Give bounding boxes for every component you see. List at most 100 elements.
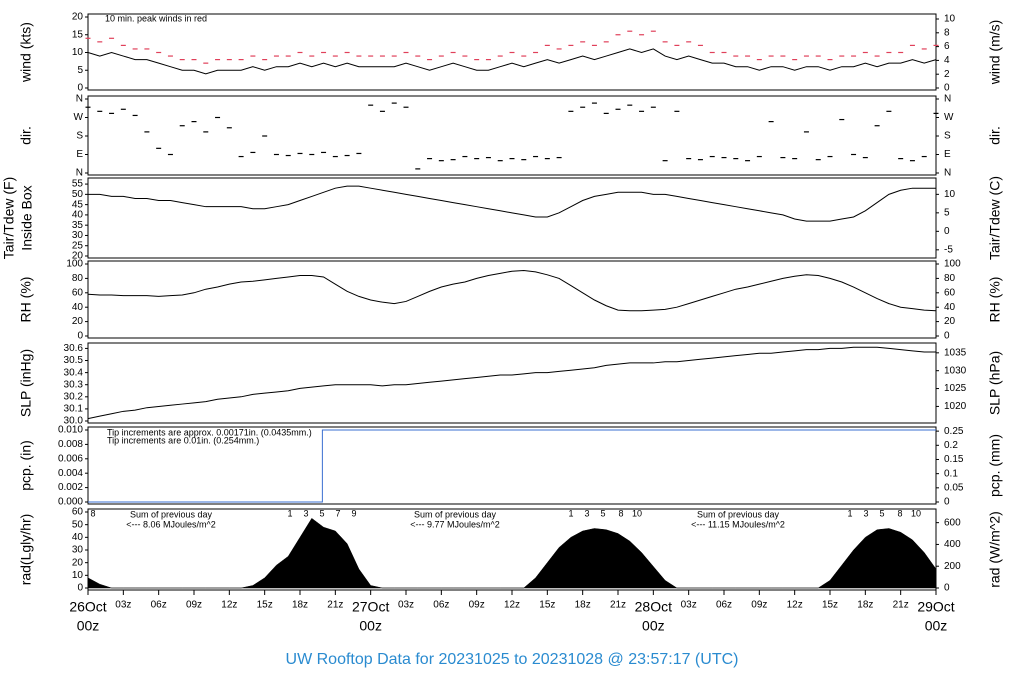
x-tick-label: 06z	[716, 600, 732, 611]
x-tick-label: 09z	[751, 600, 767, 611]
y-tick-label: 50	[72, 189, 84, 200]
x-tick-label: 21z	[893, 600, 909, 611]
panel-frame	[87, 426, 937, 505]
y-tick-label: 30	[72, 545, 84, 556]
x-tick-label: 12z	[787, 600, 803, 611]
x-day-sublabel: 00z	[925, 618, 948, 634]
y2-axis-label: Tair/Tdew (C)	[987, 176, 1003, 260]
y-tick-label: S	[76, 131, 83, 142]
y2-tick-label: 60	[944, 287, 956, 298]
y-tick-label: N	[76, 168, 83, 179]
hour-label: 8	[618, 508, 623, 518]
x-tick-label: 21z	[610, 600, 626, 611]
hour-label: 5	[319, 508, 324, 518]
y2-tick-label: 0	[944, 83, 950, 94]
y-tick-label: N	[76, 94, 83, 105]
x-tick-label: 12z	[504, 600, 520, 611]
y2-axis-label: dir.	[987, 126, 1003, 145]
y2-tick-label: 200	[944, 561, 961, 572]
y2-tick-label: 600	[944, 517, 961, 528]
y-axis-label: Inside Box	[19, 185, 35, 250]
y-tick-label: 30.5	[64, 355, 84, 366]
y2-tick-label: 80	[944, 273, 956, 284]
x-tick-label: 09z	[469, 600, 485, 611]
y-axis-label: RH (%)	[18, 277, 34, 323]
y2-tick-label: 10	[944, 189, 956, 200]
y-tick-label: 0.010	[58, 425, 83, 436]
hour-label: 3	[863, 508, 868, 518]
area	[87, 517, 937, 589]
y-axis-label: rad(Lgly/hr)	[18, 514, 34, 586]
y-tick-label: 30.2	[64, 391, 84, 402]
panel-frame	[87, 342, 937, 424]
y-tick-label: W	[74, 112, 84, 123]
caption: UW Rooftop Data for 20231025 to 20231028…	[286, 651, 739, 668]
y-tick-label: 0.006	[58, 453, 83, 464]
y2-tick-label: W	[944, 112, 954, 123]
y-tick-label: 10	[72, 570, 84, 581]
y-tick-label: 30.0	[64, 416, 84, 427]
y-tick-label: 100	[66, 259, 83, 270]
y2-tick-label: 0	[944, 226, 950, 237]
hour-label: 7	[335, 508, 340, 518]
y-tick-label: 20	[72, 557, 84, 568]
y2-tick-label: 0	[944, 583, 950, 594]
y-tick-label: 80	[72, 273, 84, 284]
x-tick-label: 06z	[433, 600, 449, 611]
annotation: Sum of previous day	[414, 509, 497, 519]
y2-tick-label: 400	[944, 539, 961, 550]
panel-frame	[87, 260, 937, 339]
y-tick-label: 20	[72, 12, 84, 23]
x-tick-label: 03z	[398, 600, 414, 611]
y-axis-label: pcp. (in)	[18, 440, 34, 491]
y2-tick-label: 0.1	[944, 468, 958, 479]
y-tick-label: 40	[72, 210, 84, 221]
annotation: Sum of previous day	[697, 509, 780, 519]
x-tick-label: 18z	[575, 600, 591, 611]
y-axis-label: SLP (inHg)	[18, 349, 34, 417]
y2-axis-label: rad (W/m^2)	[987, 511, 1003, 588]
x-tick-label: 12z	[221, 600, 237, 611]
y-tick-label: 30.1	[64, 404, 84, 415]
y-tick-label: 45	[72, 199, 84, 210]
y2-tick-label: 0.15	[944, 454, 964, 465]
y-tick-label: 40	[72, 302, 84, 313]
hour-label: 10	[911, 508, 921, 518]
y-tick-label: 0.002	[58, 482, 83, 493]
hour-label: 8	[897, 508, 902, 518]
y2-axis-label: SLP (hPa)	[987, 351, 1003, 415]
x-tick-label: 09z	[186, 600, 202, 611]
y-tick-label: 55	[72, 179, 84, 190]
x-tick-label: 15z	[539, 600, 555, 611]
y2-tick-label: 1025	[944, 383, 967, 394]
series-line	[88, 185, 936, 222]
y-tick-label: 0.008	[58, 439, 83, 450]
x-day-sublabel: 00z	[77, 618, 100, 634]
y2-tick-label: 2	[944, 69, 950, 80]
x-tick-label: 18z	[292, 600, 308, 611]
y-tick-label: 40	[72, 532, 84, 543]
annotation: <--- 8.06 MJoules/m^2	[126, 519, 216, 529]
annotation: Tip increments are 0.01in. (0.254mm.)	[107, 435, 259, 445]
y2-axis-label: RH (%)	[987, 277, 1003, 323]
y-tick-label: 0.004	[58, 468, 83, 479]
y2-tick-label: 1035	[944, 347, 967, 358]
annotation: Sum of previous day	[130, 509, 213, 519]
x-day-label: 27Oct	[352, 599, 389, 615]
series-line	[87, 269, 937, 312]
y2-tick-label: N	[944, 168, 951, 179]
y-tick-label: 30.6	[64, 343, 84, 354]
hour-label: 3	[584, 508, 589, 518]
y2-tick-label: -5	[944, 244, 953, 255]
y-tick-label: 30.3	[64, 379, 84, 390]
y2-tick-label: S	[944, 131, 951, 142]
x-day-label: 28Oct	[635, 599, 672, 615]
x-day-label: 26Oct	[69, 599, 106, 615]
y-axis-label: Tair/Tdew (F)	[1, 177, 17, 259]
y-tick-label: 30	[72, 230, 84, 241]
y-tick-label: 50	[72, 519, 84, 530]
annotation: Tip increments are approx. 0.00171in. (0…	[107, 427, 312, 437]
y-tick-label: 0.000	[58, 497, 83, 508]
